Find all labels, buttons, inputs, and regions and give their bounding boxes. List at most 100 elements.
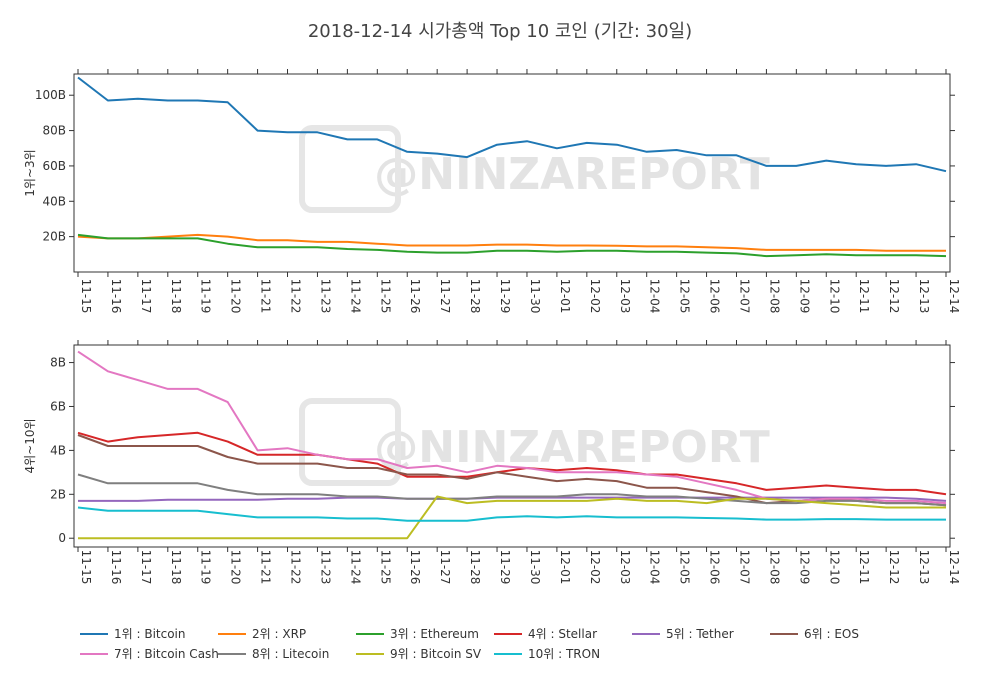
- x-tick-label: 12-14: [947, 550, 961, 585]
- x-tick-label: 12-03: [618, 279, 632, 314]
- x-tick-label: 12-10: [827, 550, 841, 585]
- legend-item[interactable]: 7위 : Bitcoin Cash: [80, 647, 219, 661]
- watermark: @NINZAREPORT: [374, 422, 769, 473]
- x-tick-label: 12-07: [737, 550, 751, 585]
- x-tick-label: 11-23: [318, 550, 332, 585]
- y-axis-label: 4위~10위: [23, 418, 37, 473]
- y-tick-label: 80B: [42, 124, 66, 138]
- legend-item[interactable]: 3위 : Ethereum: [356, 627, 479, 641]
- x-tick-label: 11-26: [408, 279, 422, 314]
- legend-item[interactable]: 6위 : EOS: [770, 627, 859, 641]
- x-tick-label: 12-04: [648, 550, 662, 585]
- x-tick-label: 11-21: [259, 279, 273, 314]
- legend-label: 6위 : EOS: [804, 627, 859, 641]
- legend-label: 4위 : Stellar: [528, 627, 597, 641]
- x-tick-label: 11-20: [229, 550, 243, 585]
- y-tick-label: 6B: [50, 399, 66, 413]
- x-tick-label: 11-20: [229, 279, 243, 314]
- series-line: [78, 496, 947, 502]
- x-tick-label: 12-01: [558, 279, 572, 314]
- series-line: [77, 506, 946, 522]
- x-tick-label: 12-02: [588, 279, 602, 314]
- watermark: @NINZAREPORT: [374, 149, 769, 200]
- x-tick-label: 12-05: [678, 550, 692, 585]
- watermark-logo-icon: [299, 398, 401, 486]
- legend-item[interactable]: 4위 : Stellar: [494, 627, 597, 641]
- x-tick-label: 12-09: [797, 279, 811, 314]
- x-tick-label: 11-16: [109, 279, 123, 314]
- x-tick-label: 11-28: [468, 279, 482, 314]
- x-tick-label: 11-27: [438, 279, 452, 314]
- x-tick-label: 11-29: [498, 550, 512, 585]
- x-tick-label: 12-13: [917, 279, 931, 314]
- legend-label: 5위 : Tether: [666, 627, 734, 641]
- y-tick-label: 4B: [50, 443, 66, 457]
- y-tick-label: 60B: [42, 159, 66, 173]
- x-tick-label: 11-19: [199, 550, 213, 585]
- series-line: [77, 76, 947, 173]
- legend-item[interactable]: 5위 : Tether: [632, 627, 734, 641]
- x-tick-label: 11-21: [259, 550, 273, 585]
- x-tick-label: 11-18: [169, 550, 183, 585]
- legend-item[interactable]: 1위 : Bitcoin: [80, 627, 186, 641]
- x-tick-label: 12-08: [767, 550, 781, 585]
- x-tick-label: 11-25: [378, 550, 392, 585]
- legend-label: 8위 : Litecoin: [252, 647, 329, 661]
- legend-label: 3위 : Ethereum: [390, 627, 479, 641]
- series-line: [78, 495, 946, 540]
- x-tick-label: 11-15: [79, 550, 93, 585]
- y-axis-label: 1위~3위: [23, 149, 37, 196]
- watermark-logo-icon: [299, 125, 401, 213]
- legend-item[interactable]: 9위 : Bitcoin SV: [356, 647, 482, 661]
- x-tick-label: 12-06: [708, 550, 722, 585]
- legend-item[interactable]: 8위 : Litecoin: [218, 647, 329, 661]
- x-tick-label: 11-17: [139, 279, 153, 314]
- legend-label: 9위 : Bitcoin SV: [390, 647, 482, 661]
- legend-label: 7위 : Bitcoin Cash: [114, 647, 219, 661]
- y-tick-label: 0: [58, 531, 66, 545]
- x-tick-label: 11-24: [348, 550, 362, 585]
- series-line: [77, 431, 947, 496]
- legend-item[interactable]: 2위 : XRP: [218, 627, 306, 641]
- y-tick-label: 100B: [35, 88, 66, 102]
- x-tick-label: 12-08: [767, 279, 781, 314]
- y-tick-label: 8B: [50, 356, 66, 370]
- series-line: [77, 233, 946, 252]
- panel-1: @NINZAREPORT 11-15 11-16 11-17 11-18 11-19 11-…: [23, 69, 961, 313]
- panel-2: @NINZAREPORT 11-15 11-16 11-17 11-18 11-19 11-…: [23, 340, 961, 584]
- y-tick-label: 40B: [42, 194, 66, 208]
- x-tick-label: 11-30: [528, 279, 542, 314]
- x-tick-label: 12-12: [887, 550, 901, 585]
- x-tick-label: 12-06: [708, 279, 722, 314]
- x-tick-label: 11-18: [169, 279, 183, 314]
- x-tick-label: 12-04: [648, 279, 662, 314]
- chart-title: 2018-12-14 시가총액 Top 10 코인 (기간: 30일): [308, 21, 692, 42]
- x-tick-label: 12-14: [947, 279, 961, 314]
- x-tick-label: 12-09: [797, 550, 811, 585]
- x-tick-label: 11-29: [498, 279, 512, 314]
- x-tick-label: 12-01: [558, 550, 572, 585]
- plot-frame: [73, 73, 951, 273]
- legend-label: 2위 : XRP: [252, 627, 306, 641]
- x-tick-label: 11-25: [378, 279, 392, 314]
- x-tick-label: 12-07: [737, 279, 751, 314]
- x-tick-label: 11-22: [289, 279, 303, 314]
- series-line: [77, 233, 947, 258]
- legend: 1위 : Bitcoin 2위 : XRP 3위 : Ethereum 4위 : St…: [80, 627, 859, 661]
- legend-item[interactable]: 10위 : TRON: [494, 647, 600, 661]
- series-line: [77, 473, 947, 507]
- legend-label: 10위 : TRON: [528, 647, 600, 661]
- x-tick-label: 11-17: [139, 550, 153, 585]
- x-tick-label: 11-24: [348, 279, 362, 314]
- x-tick-label: 11-28: [468, 550, 482, 585]
- x-tick-label: 12-10: [827, 279, 841, 314]
- legend-label: 1위 : Bitcoin: [114, 627, 186, 641]
- x-tick-label: 11-22: [289, 550, 303, 585]
- y-tick-label: 20B: [42, 230, 66, 244]
- x-tick-label: 11-19: [199, 279, 213, 314]
- x-tick-label: 12-13: [917, 550, 931, 585]
- x-tick-label: 11-27: [438, 550, 452, 585]
- x-tick-label: 11-15: [79, 279, 93, 314]
- y-tick-label: 2B: [50, 487, 66, 501]
